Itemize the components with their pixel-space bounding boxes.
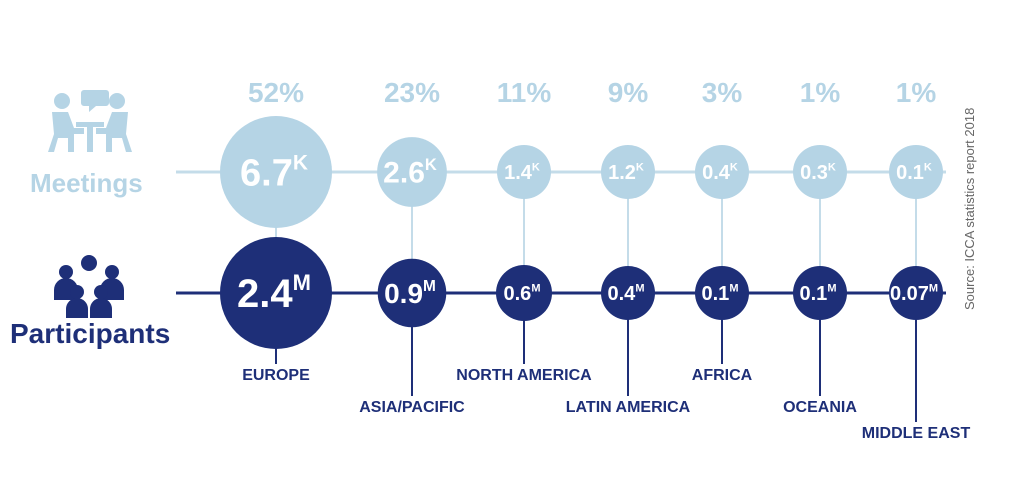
meetings-bubble — [497, 145, 551, 199]
meetings-value-label: 2.6K — [383, 156, 437, 190]
participants-value-label: 0.1M — [702, 283, 739, 305]
group-people-icon — [54, 255, 124, 318]
participants-value-label: 0.6M — [504, 283, 541, 305]
percentage-label: 9% — [608, 77, 649, 108]
source-note: Source: ICCA statistics report 2018 — [962, 107, 977, 310]
meetings-bubble — [793, 145, 847, 199]
participants-bubble — [496, 265, 552, 321]
meetings-bubble — [695, 145, 749, 199]
participants-value-label: 0.9M — [384, 278, 436, 309]
meeting-people-icon — [48, 90, 132, 152]
category-label: EUROPE — [242, 367, 310, 384]
meetings-value-label: 0.1K — [896, 162, 932, 184]
participants-bubble — [695, 266, 749, 320]
percentage-label: 1% — [800, 77, 841, 108]
meetings-value-label: 1.2K — [608, 162, 644, 184]
category-label: ASIA/PACIFIC — [359, 399, 465, 416]
category-label: OCEANIA — [783, 399, 857, 416]
participants-value-label: 0.1M — [800, 283, 837, 305]
percentage-label: 3% — [702, 77, 743, 108]
meetings-bubble — [601, 145, 655, 199]
participants-value-label: 2.4M — [237, 270, 311, 316]
participants-bubble — [220, 237, 332, 349]
category-label: NORTH AMERICA — [456, 367, 592, 384]
meetings-value-label: 6.7K — [240, 151, 308, 194]
participants-bubble — [889, 266, 943, 320]
percentage-label: 11% — [497, 77, 552, 108]
participants-bubble — [601, 266, 655, 320]
percentage-label: 1% — [896, 77, 937, 108]
percentage-label: 23% — [384, 77, 440, 108]
participants-value-label: 0.07M — [890, 283, 938, 305]
category-label: AFRICA — [692, 367, 753, 384]
participants-value-label: 0.4M — [608, 283, 645, 305]
participants-row-label: Participants — [10, 318, 171, 349]
participants-bubble — [793, 266, 847, 320]
meetings-bubble — [220, 116, 332, 228]
meetings-value-label: 0.4K — [702, 162, 738, 184]
meetings-value-label: 0.3K — [800, 162, 836, 184]
meetings-bubble — [889, 145, 943, 199]
participants-bubble — [377, 258, 447, 328]
category-label: LATIN AMERICA — [566, 399, 691, 416]
percentage-label: 52% — [248, 77, 304, 108]
category-label: MIDDLE EAST — [862, 425, 971, 442]
meetings-value-label: 1.4K — [504, 162, 540, 184]
meetings-bubble — [377, 137, 447, 207]
meetings-row-label: Meetings — [30, 168, 143, 198]
